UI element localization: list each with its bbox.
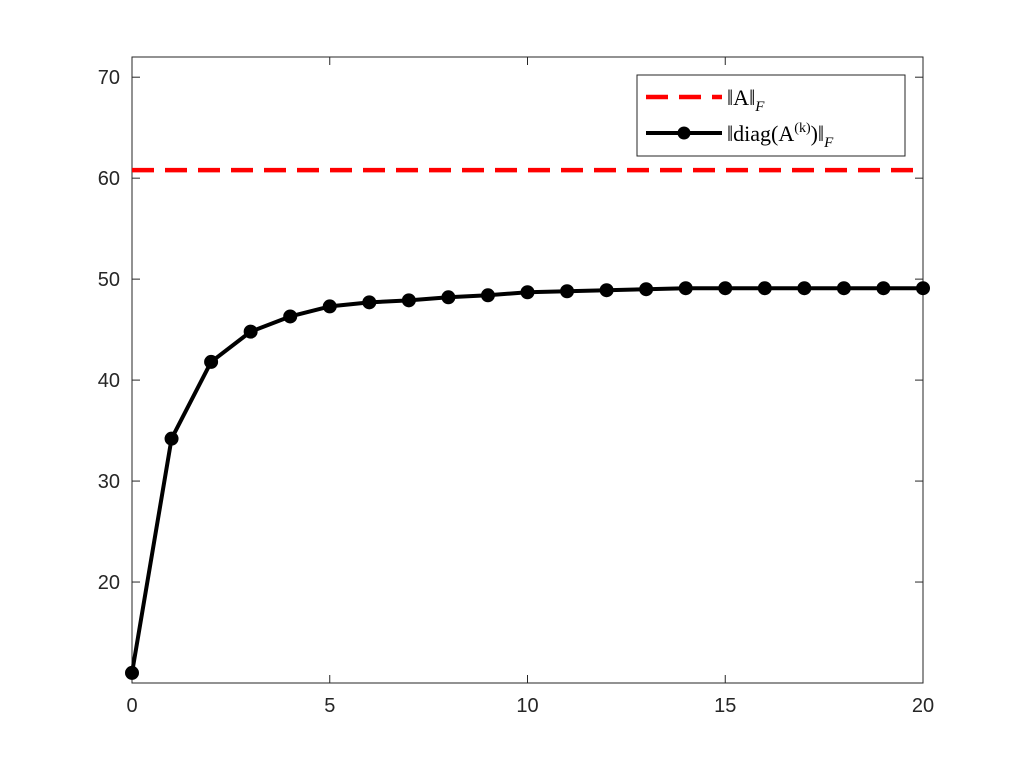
series-1 xyxy=(125,281,930,680)
data-point xyxy=(718,281,733,296)
x-tick-label: 10 xyxy=(516,695,538,717)
plot-background xyxy=(132,57,923,683)
data-point xyxy=(480,288,495,303)
series-layer xyxy=(125,167,930,680)
x-tick-label: 20 xyxy=(912,695,934,717)
data-point xyxy=(204,354,219,369)
data-point xyxy=(164,431,179,446)
data-point xyxy=(401,293,416,308)
y-tick-label: 20 xyxy=(98,572,120,594)
y-tick-label: 30 xyxy=(98,471,120,493)
x-tick-label: 15 xyxy=(714,695,736,717)
data-point xyxy=(362,295,377,310)
legend-box xyxy=(636,74,906,157)
data-point xyxy=(283,309,298,324)
data-point xyxy=(322,299,337,314)
data-point xyxy=(441,290,456,305)
legend-label: ‖diag(A(k))‖F xyxy=(727,121,834,151)
data-point xyxy=(599,283,614,298)
data-point xyxy=(836,281,851,296)
x-tick-label: 5 xyxy=(324,695,335,717)
data-point xyxy=(639,282,654,297)
data-point xyxy=(678,281,693,296)
legend-item-1: ‖diag(A(k))‖F xyxy=(646,121,834,151)
data-point xyxy=(876,281,891,296)
data-point xyxy=(916,281,930,296)
y-tick-label: 70 xyxy=(98,67,120,89)
data-point xyxy=(520,285,535,300)
legend: ‖A‖F ‖diag(A(k))‖F xyxy=(636,74,906,157)
data-point xyxy=(757,281,772,296)
x-tick-label: 0 xyxy=(126,695,137,717)
y-tick-label: 50 xyxy=(98,269,120,291)
legend-label: ‖A‖F xyxy=(727,85,765,115)
y-tick-label: 60 xyxy=(98,168,120,190)
axes: 0 5 10 15 20 20 30 40 50 60 70 xyxy=(98,56,934,717)
data-point xyxy=(797,281,812,296)
data-point xyxy=(125,665,139,680)
plot-area xyxy=(132,57,923,683)
data-point xyxy=(560,284,575,299)
legend-marker xyxy=(677,126,691,140)
y-tick-label: 40 xyxy=(98,370,120,392)
legend-item-0: ‖A‖F xyxy=(646,85,765,115)
data-point xyxy=(243,324,258,339)
